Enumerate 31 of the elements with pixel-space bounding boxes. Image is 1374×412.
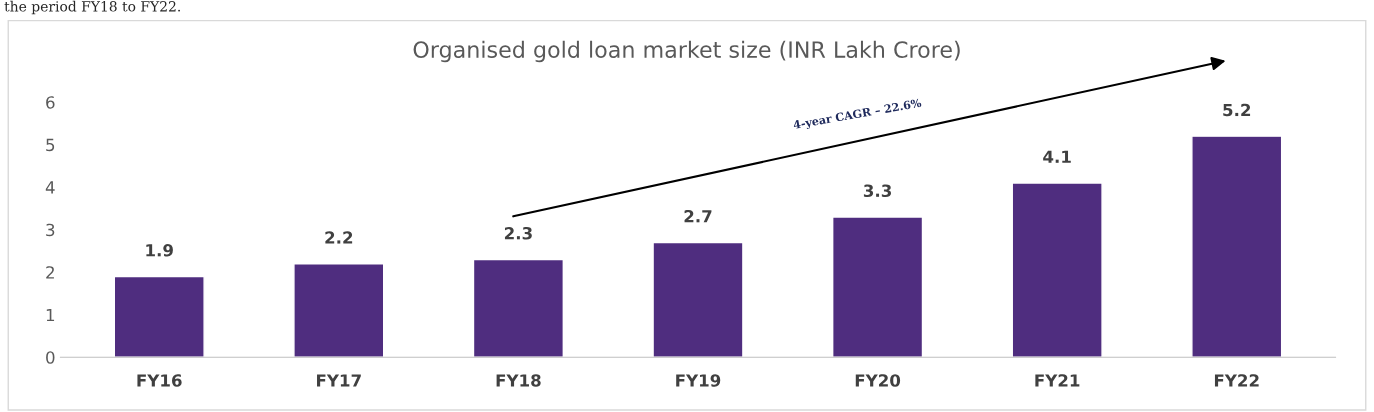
data-label: 5.2 [1223,103,1251,117]
bar [1191,135,1283,358]
y-tick-label: 1 [46,308,55,322]
annotation: 4-year CAGR – 22.6% [792,98,922,132]
y-tick-label: 3 [46,223,55,237]
bar [652,241,744,358]
data-label: 4.1 [1043,150,1071,163]
data-label: 2.7 [684,209,712,223]
x-tick-label: FY17 [317,374,361,387]
chart-title: Organised gold loan market size (INR Lakh Crore) [413,40,960,63]
bar [472,258,564,358]
x-tick-label: FY19 [676,374,721,387]
data-label: 2.2 [325,231,353,244]
data-label: 1.9 [146,243,173,257]
y-tick-label: 2 [46,266,54,279]
x-tick-label: FY16 [137,374,182,387]
x-tick-label: FY21 [1035,374,1080,387]
y-tick-label: 0 [46,351,55,364]
bar [1011,182,1103,358]
y-tick-label: 6 [46,96,55,109]
data-label: 2.3 [504,226,532,240]
x-tick-label: FY22 [1214,374,1259,387]
x-tick-label: FY20 [855,374,901,387]
y-tick-label: 5 [46,138,55,152]
text: the period FY18 to FY22. [4,0,180,15]
bar [831,216,924,358]
data-label: 3.3 [863,184,892,198]
y-tick-label: 4 [45,181,55,194]
bar [113,275,205,358]
bar [293,262,385,358]
x-tick-label: FY18 [496,374,541,387]
